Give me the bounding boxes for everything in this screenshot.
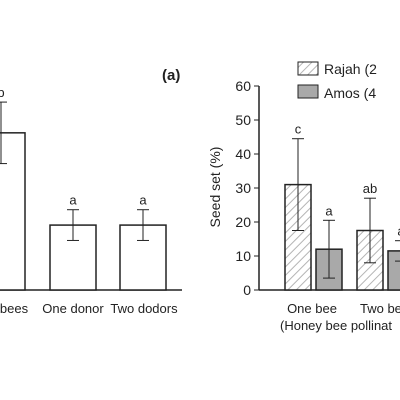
left-x-tick-label-1: bees (0, 301, 29, 316)
y-axis-label: Seed set (%) (207, 147, 223, 228)
legend-label-rajah: Rajah (2 (324, 61, 377, 77)
legend-swatch-amos (297, 84, 319, 99)
y-tick-label-60: 60 (235, 78, 251, 94)
x-tick-label-2: Two be (360, 301, 400, 316)
significance-letter-1-2: a (397, 224, 400, 239)
left-significance-letter-1: b (0, 85, 5, 100)
left-bar-1 (0, 132, 26, 291)
left-significance-letter-3: a (139, 193, 147, 208)
y-tick-label-10: 10 (235, 248, 251, 264)
left-category-labels: bees One donor Two dodors (0, 301, 178, 316)
significance-letter-1-1: a (325, 203, 333, 218)
right-chart-panel: (a) Seed set (%) (Honey bee pollinat One… (162, 61, 400, 333)
left-significance-letter-2: a (69, 193, 77, 208)
y-tick-label-50: 50 (235, 112, 251, 128)
x-tick-label-1: One bee (287, 301, 337, 316)
left-x-tick-label-3: Two dodors (110, 301, 178, 316)
y-tick-label-20: 20 (235, 214, 251, 230)
left-chart-panel: b a a (0, 85, 182, 291)
left-x-tick-label-2: One donor (42, 301, 104, 316)
y-tick-label-30: 30 (235, 180, 251, 196)
panel-label: (a) (162, 67, 180, 84)
legend-label-amos: Amos (4 (324, 85, 376, 101)
bar-amos-2 (387, 250, 400, 291)
y-tick-label-40: 40 (235, 146, 251, 162)
legend-swatch-rajah (297, 61, 319, 76)
y-tick-label-0: 0 (243, 282, 251, 298)
significance-letter-0-2: ab (363, 181, 377, 196)
x-axis-label: (Honey bee pollinat (280, 318, 392, 333)
significance-letter-0-1: c (295, 122, 302, 137)
